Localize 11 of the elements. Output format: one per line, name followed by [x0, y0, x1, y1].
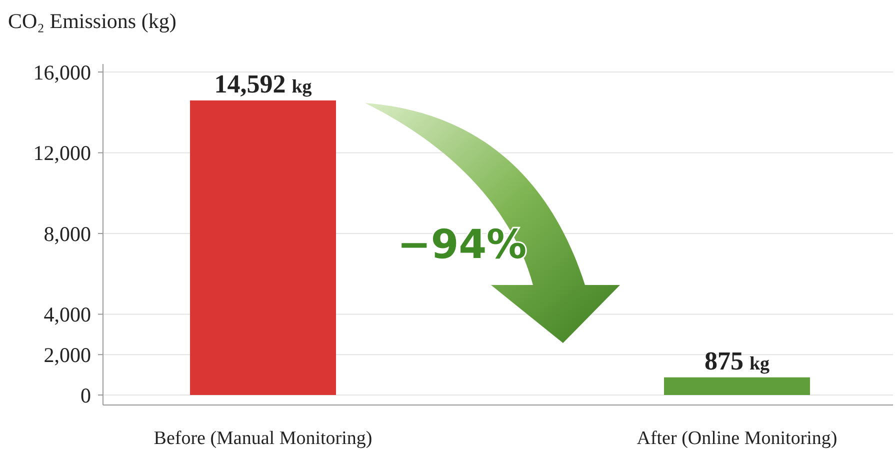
y-tick-label: 0 [80, 383, 91, 408]
y-tick-label: 8,000 [44, 222, 91, 246]
data-label: 875 kg [704, 346, 770, 376]
x-tick-label: After (Online Monitoring) [636, 428, 838, 449]
y-tick-label: 4,000 [44, 302, 91, 327]
y-axis-title: CO₂ Emissions (kg) [8, 9, 176, 33]
y-tick-label: 2,000 [44, 342, 91, 367]
y-tick-label: 16,000 [33, 60, 91, 84]
x-tick-label: Before (Manual Monitoring) [154, 428, 372, 449]
data-label: 14,592 kg [214, 69, 312, 98]
y-tick-label: 12,000 [33, 141, 91, 166]
